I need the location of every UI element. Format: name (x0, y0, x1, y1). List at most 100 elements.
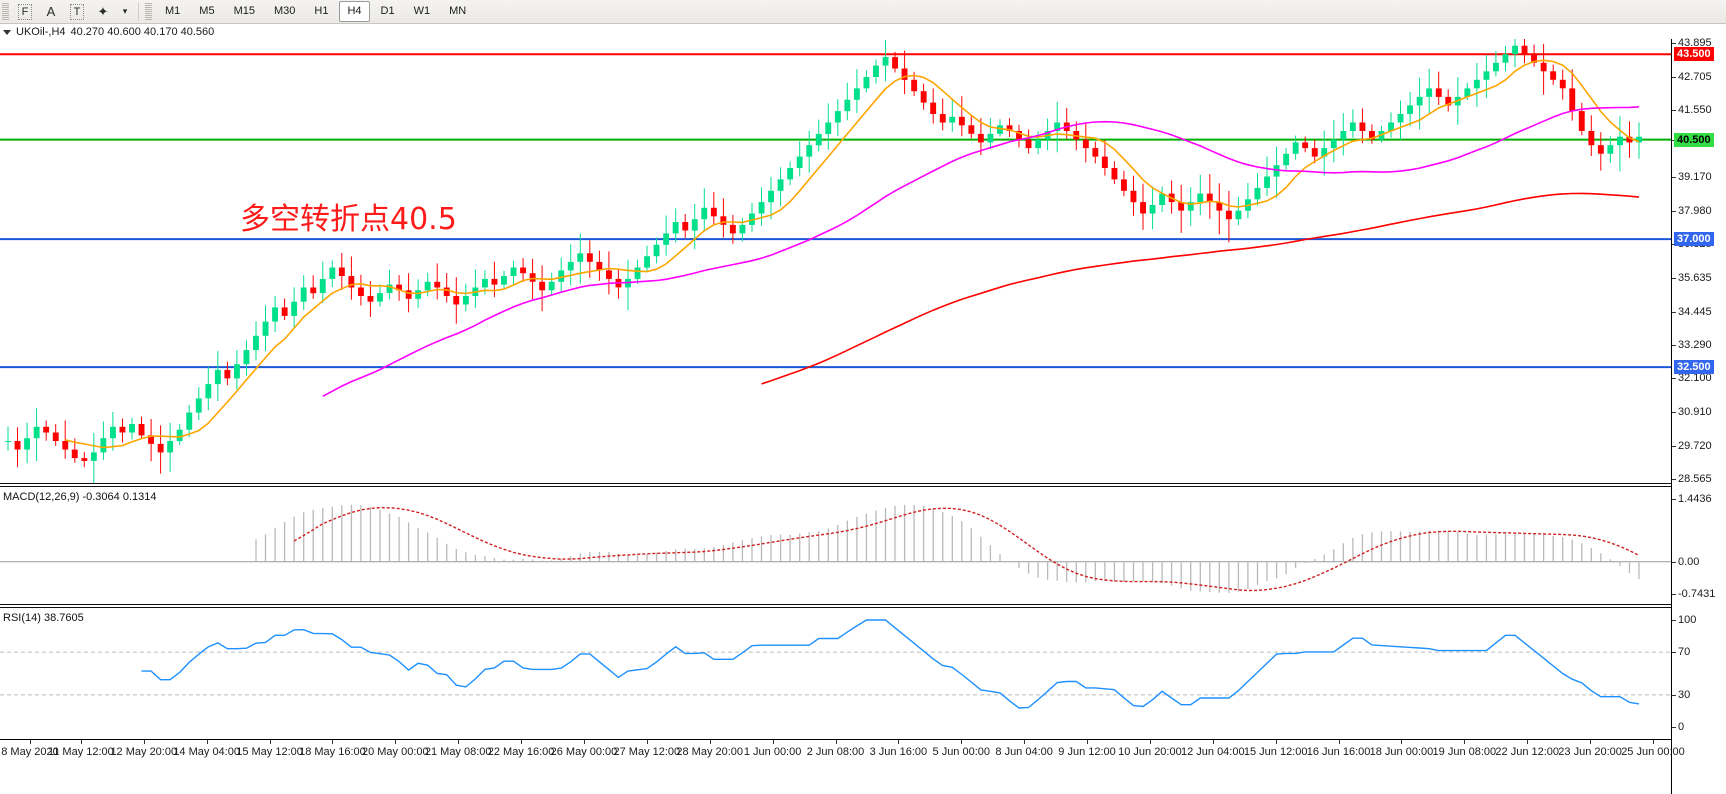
toolbar-drag-handle[interactable] (2, 2, 9, 21)
period-m5[interactable]: M5 (199, 5, 215, 17)
period-mn[interactable]: MN (449, 5, 467, 17)
candle (911, 79, 918, 92)
macd-tick-label: -0.7431 (1678, 588, 1716, 600)
candle (834, 111, 841, 123)
candle (434, 281, 441, 288)
time-tick (206, 740, 208, 744)
time-tick (1024, 740, 1026, 744)
price-plot-area[interactable]: 多空转折点40.5 (0, 39, 1671, 739)
time-axis-label: 21 May 08:00 (424, 746, 492, 758)
text-box-icon[interactable]: T (65, 1, 89, 23)
shapes-icon[interactable]: ✦ (91, 1, 115, 23)
candle (1035, 139, 1042, 149)
time-axis-label: 27 May 12:00 (613, 746, 681, 758)
time-tick (961, 740, 963, 744)
time-tick (143, 740, 145, 744)
candle (1550, 71, 1557, 80)
price-tick (1672, 43, 1676, 44)
candle (1321, 148, 1328, 157)
candle (1273, 165, 1280, 177)
ma-orange-line (64, 59, 1640, 449)
price-tick (1672, 479, 1676, 480)
time-tick (1212, 740, 1214, 744)
macd-tick (1672, 594, 1676, 595)
candle (43, 426, 50, 433)
candle (1578, 111, 1585, 131)
candle (262, 321, 269, 336)
candle (634, 267, 641, 279)
candle (758, 202, 765, 214)
candle (901, 68, 908, 80)
time-tick (395, 740, 397, 744)
candle (529, 273, 536, 282)
candle (1330, 139, 1337, 149)
candle (1426, 88, 1433, 97)
crosshair-icon-label: F (17, 3, 33, 20)
candle (176, 429, 183, 442)
period-bar-drag-handle[interactable] (145, 2, 152, 21)
price-level-badge[interactable]: 40.500 (1674, 132, 1714, 147)
symbol-label: UKOil-,H4 (16, 26, 66, 38)
period-w1[interactable]: W1 (413, 5, 431, 17)
candle (1502, 54, 1509, 63)
rsi-tick-label: 30 (1678, 688, 1691, 701)
candle (186, 412, 193, 430)
collapse-arrow-icon[interactable] (3, 29, 11, 35)
period-h4[interactable]: H4 (339, 1, 370, 22)
candle (1178, 202, 1185, 211)
price-tick-label: 30.910 (1678, 406, 1712, 419)
candle (1559, 79, 1566, 89)
price-tick-label: 34.445 (1678, 305, 1712, 318)
time-axis-label: 18 May 16:00 (299, 746, 366, 758)
period-h1[interactable]: H1 (314, 5, 329, 17)
candle (844, 99, 851, 112)
candle (300, 287, 307, 302)
time-axis-label: 28 May 20:00 (676, 746, 744, 758)
period-m30[interactable]: M30 (273, 5, 296, 17)
candle (586, 253, 593, 262)
time-tick (1338, 740, 1340, 744)
candle (1483, 71, 1490, 80)
candle (405, 290, 412, 299)
price-tick (1672, 177, 1676, 179)
period-group: M1 M5 M15 M30 H1 H4 D1 W1 MN (157, 1, 474, 22)
candle (1359, 122, 1366, 131)
candle (1006, 125, 1013, 131)
candle (386, 284, 393, 294)
candle (1521, 45, 1528, 55)
time-tick (332, 740, 334, 744)
rsi-indicator-label: RSI(14) 38.7605 (3, 612, 84, 624)
price-level-badge[interactable]: 37.000 (1674, 232, 1714, 247)
candle (1101, 156, 1108, 168)
candle (148, 435, 154, 444)
period-d1[interactable]: D1 (380, 5, 395, 17)
symbol-bar: UKOil-,H4 40.270 40.600 40.170 40.560 (0, 25, 1726, 39)
candle (853, 88, 860, 100)
price-axis[interactable]: 43.89542.70541.55040.50039.17037.98036.8… (1671, 37, 1726, 794)
candle (663, 233, 670, 245)
time-tick (772, 740, 774, 744)
macd-tick-label: 0.00 (1678, 555, 1700, 568)
candle (1626, 136, 1633, 143)
candle (1531, 54, 1537, 63)
time-tick (80, 740, 82, 744)
candle (1311, 148, 1318, 157)
price-tick-label: 35.635 (1678, 271, 1712, 284)
candle (138, 424, 145, 436)
candle (234, 364, 240, 379)
dropdown-arrow-icon[interactable]: ▾ (117, 1, 133, 23)
price-level-badge[interactable]: 43.500 (1674, 47, 1714, 62)
candle (596, 261, 603, 271)
text-label-icon-label: A (46, 4, 56, 19)
period-m15[interactable]: M15 (233, 5, 255, 17)
candle (167, 441, 174, 453)
candle (1512, 45, 1518, 55)
period-m1[interactable]: M1 (165, 5, 181, 17)
time-axis-label: 3 Jun 16:00 (869, 746, 928, 758)
time-axis-label: 26 May 00:00 (550, 746, 618, 758)
crosshair-icon[interactable]: F (13, 1, 37, 23)
price-level-badge[interactable]: 32.500 (1674, 360, 1714, 375)
candle (510, 267, 517, 276)
text-label-icon[interactable]: A (39, 1, 63, 23)
candle (243, 350, 250, 365)
